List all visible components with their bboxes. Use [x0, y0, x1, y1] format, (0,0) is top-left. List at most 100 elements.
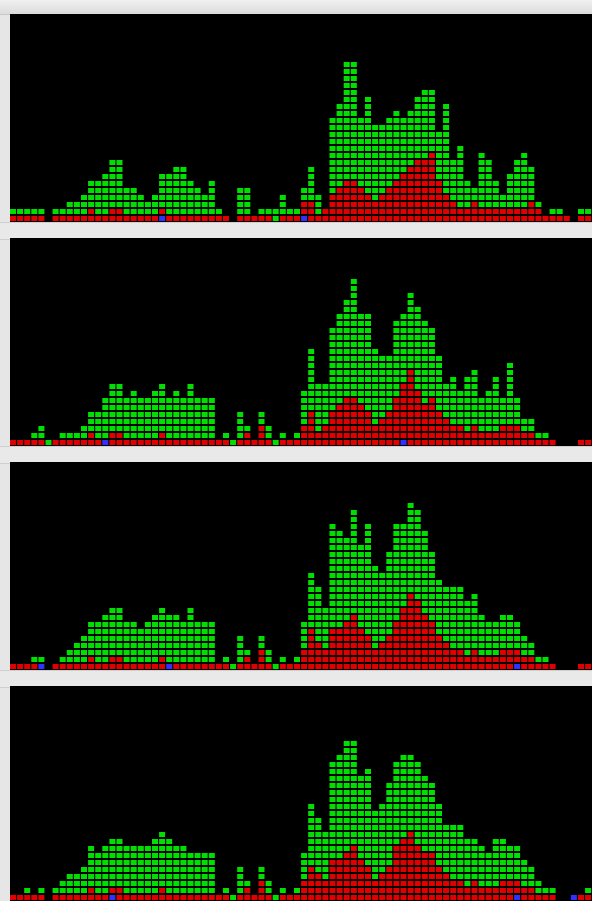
- bar-segment-base: [329, 888, 336, 893]
- bar-segment-top: [407, 363, 414, 368]
- bar-segment-top: [159, 629, 166, 634]
- bar-segment-top: [329, 538, 336, 543]
- bar-segment-top: [414, 587, 421, 592]
- bar-segment-top: [521, 874, 528, 879]
- bar-segment-top: [457, 195, 464, 200]
- bar-segment-base: [137, 440, 144, 445]
- bar-segment-top: [507, 377, 513, 382]
- bar-segment-base: [393, 657, 400, 662]
- bar-segment-top: [343, 552, 350, 557]
- bar-segment-top: [102, 202, 109, 207]
- bar-column: [485, 160, 492, 221]
- bar-segment-base: [336, 636, 343, 641]
- bar-segment-base: [421, 888, 428, 893]
- bar-segment-top: [350, 90, 357, 95]
- bar-segment-base: [17, 664, 24, 669]
- bar-segment-top: [322, 874, 329, 879]
- bar-segment-top: [386, 629, 393, 634]
- bar-segment-base: [421, 405, 428, 410]
- bar-segment-top: [521, 167, 528, 172]
- bar-segment-base: [471, 216, 478, 221]
- bar-segment-top: [421, 573, 428, 578]
- bar-segment-top: [471, 412, 478, 417]
- bar-column: [130, 622, 137, 669]
- bar-segment-top: [478, 629, 485, 634]
- bar-segment-base: [471, 433, 478, 438]
- bar-segment-base: [201, 216, 208, 221]
- bar-segment-top: [116, 195, 123, 200]
- bar-segment-top: [208, 622, 215, 627]
- bar-segment-top: [322, 608, 329, 613]
- bar-segment-base: [393, 440, 400, 445]
- bar-segment-base: [223, 664, 229, 669]
- bar-column: [265, 426, 272, 445]
- bar-segment-base: [393, 405, 400, 410]
- bar-segment-top: [336, 167, 343, 172]
- bar-segment-base: [52, 216, 59, 221]
- bar-segment-base: [514, 888, 521, 893]
- bar-segment-top: [414, 104, 421, 109]
- bar-segment-top: [379, 377, 386, 382]
- bar-column: [95, 853, 102, 900]
- bar-segment-top: [73, 209, 80, 214]
- bar-segment-top: [343, 846, 350, 851]
- bar-segment-top: [457, 181, 464, 186]
- bar-segment-base: [471, 664, 478, 669]
- bar-segment-base: [201, 664, 208, 669]
- bar-column: [521, 419, 528, 445]
- bar-segment-top: [88, 412, 95, 417]
- bar-column: [152, 391, 158, 445]
- bar-segment-top: [187, 426, 194, 431]
- bar-segment-top: [350, 566, 357, 571]
- bar-segment-top: [428, 90, 435, 95]
- bar-segment-top: [450, 839, 457, 844]
- bar-segment-top: [350, 321, 357, 326]
- bar-segment-top: [428, 559, 435, 564]
- bar-segment-top: [336, 132, 343, 137]
- bar-segment-top: [421, 321, 428, 326]
- bar-segment-base: [507, 216, 513, 221]
- bar-segment-top: [450, 377, 457, 382]
- bar-segment-top: [365, 594, 371, 599]
- bar-segment-base: [443, 895, 450, 900]
- bar-segment-base: [393, 412, 400, 417]
- bar-segment-base: [66, 664, 73, 669]
- bar-segment-base: [173, 895, 180, 900]
- bar-segment-base: [428, 853, 435, 858]
- bar-segment-base: [24, 895, 31, 900]
- bar-segment-top: [464, 419, 471, 424]
- bar-segment-base: [393, 846, 400, 851]
- bar-segment-top: [244, 650, 251, 655]
- bar-segment-base: [436, 643, 442, 648]
- bar-segment-top: [343, 580, 350, 585]
- bar-segment-top: [514, 405, 521, 410]
- bar-column: [159, 384, 166, 445]
- bar-segment-top: [492, 384, 499, 389]
- bar-segment-base: [514, 426, 521, 431]
- bar-segment-top: [421, 776, 428, 781]
- bar-segment-base: [450, 202, 457, 207]
- bar-segment-top: [393, 160, 400, 165]
- bar-segment-top: [400, 552, 407, 557]
- bar-segment-base: [585, 895, 592, 900]
- bar-segment-top: [407, 160, 414, 165]
- bar-segment-top: [400, 538, 407, 543]
- bar-segment-base: [336, 216, 343, 221]
- bar-segment-base: [386, 895, 393, 900]
- bar-segment-top: [421, 559, 428, 564]
- bar-segment-top: [393, 776, 400, 781]
- bar-segment-base: [528, 433, 535, 438]
- bar-column: [17, 895, 24, 900]
- bar-segment-top: [123, 846, 130, 851]
- bar-column: [535, 657, 542, 669]
- bar-column: [301, 853, 308, 900]
- bar-column: [251, 895, 258, 900]
- bar-segment-top: [173, 853, 180, 858]
- bar-segment-top: [329, 328, 336, 333]
- bar-segment-base: [436, 202, 442, 207]
- bar-segment-top: [95, 622, 102, 627]
- bar-segment-top: [308, 580, 315, 585]
- bar-segment-base: [386, 643, 393, 648]
- bar-column: [173, 167, 180, 221]
- bar-segment-base: [407, 657, 414, 662]
